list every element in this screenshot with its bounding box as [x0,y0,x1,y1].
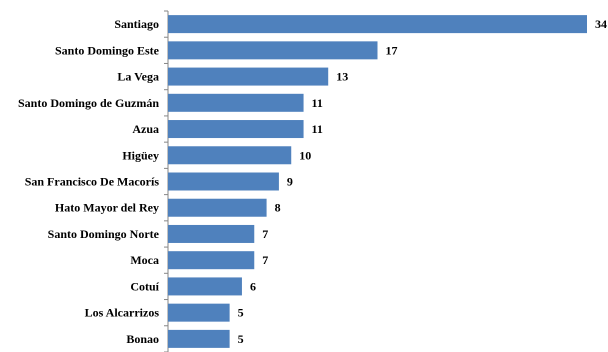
bar [168,277,242,296]
value-label: 34 [595,17,607,31]
value-label: 10 [299,148,311,162]
bars-group [168,15,587,348]
category-label: Higüey [122,148,159,162]
category-label: Los Alcarrizos [85,306,160,320]
value-label: 5 [238,306,244,320]
value-label: 11 [312,122,323,136]
bar [168,172,279,191]
bar [168,198,267,217]
bar [168,41,378,60]
bar [168,251,255,270]
category-axis-ticks [164,10,168,352]
category-label: Hato Mayor del Rey [55,201,159,215]
value-label: 17 [386,43,398,57]
category-label: Santiago [114,17,159,31]
category-label: Bonao [126,332,159,346]
category-label: San Francisco De Macorís [25,175,160,189]
bar [168,120,304,139]
value-label: 11 [312,96,323,110]
category-label: Azua [132,122,159,136]
bar [168,303,230,322]
category-label: La Vega [117,70,159,84]
value-label: 5 [238,332,244,346]
value-label: 7 [262,253,268,267]
bar [168,93,304,112]
bar [168,15,587,34]
value-label: 7 [262,227,268,241]
bar [168,146,292,165]
category-label: Santo Domingo Norte [48,227,160,241]
value-label: 6 [250,279,256,293]
bar [168,224,255,243]
category-labels: Santiago Santo Domingo Este La Vega Santo D… [18,17,160,346]
bar [168,67,329,86]
value-label: 13 [336,70,348,84]
category-label: Moca [130,253,159,267]
category-label: Cotuí [130,279,159,293]
value-label: 9 [287,175,293,189]
bar [168,329,230,348]
value-label: 8 [275,201,281,215]
category-label: Santo Domingo de Guzmán [18,96,159,110]
category-label: Santo Domingo Este [55,43,160,57]
